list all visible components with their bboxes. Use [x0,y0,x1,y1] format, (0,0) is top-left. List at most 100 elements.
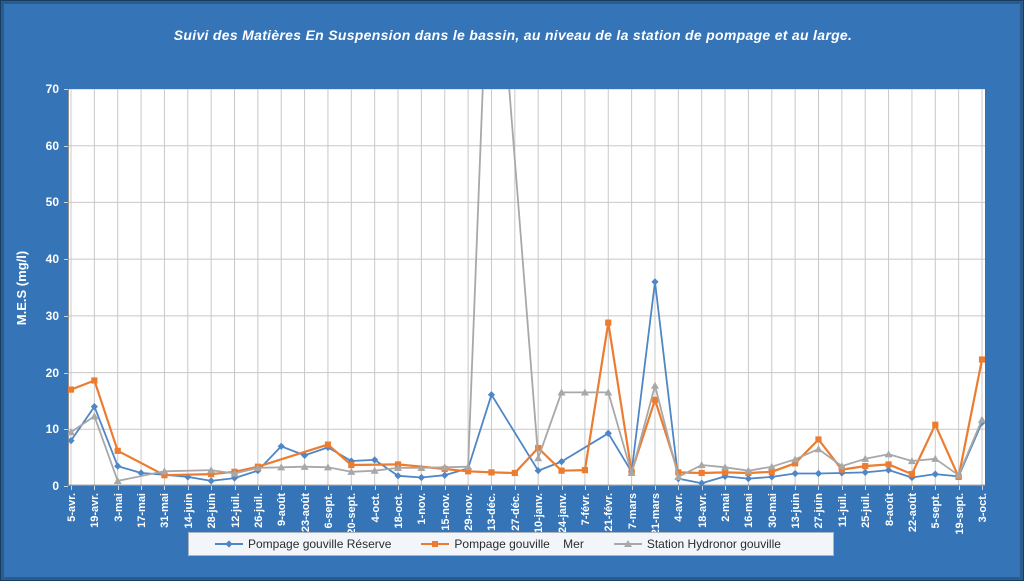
x-tick-label: 20-sept. [346,493,359,535]
y-tick-label: 70 [45,82,59,96]
data-point-marker-triangle [557,388,566,396]
x-tick-label: 19-sept. [953,493,966,535]
data-point-marker-square [511,469,518,477]
data-point-marker-triangle [113,476,122,484]
x-axis-tick [748,486,750,490]
x-tick-label: 13-juin [790,493,803,529]
x-tick-label: 29-nov. [463,493,476,531]
y-axis-tick [64,89,68,90]
x-axis-tick [958,486,960,490]
y-tick-label: 0 [52,479,59,493]
data-point-marker-square [721,469,729,476]
y-tick-label: 40 [45,252,59,267]
data-point-marker-square [488,469,495,476]
x-axis-tick [234,486,236,490]
y-axis-tick [64,259,68,261]
x-tick-label: 9-août [276,493,289,526]
x-axis-tick [141,486,143,490]
legend[interactable]: Pompage gouville Réserve Pompage gouville… [188,532,834,556]
data-point-marker-triangle [370,466,379,474]
x-axis-tick [164,486,166,490]
data-point-marker-triangle [954,471,963,479]
y-tick-label: 10 [45,422,59,437]
x-axis-tick [631,486,633,490]
y-axis-tick [64,202,68,204]
x-tick-label: 15-nov. [439,493,452,531]
data-point-marker-square [978,356,985,363]
x-axis-tick [304,486,306,490]
data-point-marker-diamond [68,437,75,445]
x-tick-label: 22-août [906,493,919,533]
data-point-marker-triangle [394,463,403,471]
legend-item[interactable]: Pompage gouville Mer [421,537,584,551]
data-point-marker-square [885,461,892,468]
data-point-marker-square [348,461,355,469]
legend-triangle-marker-icon [613,540,642,547]
y-tick-label: 60 [45,138,59,153]
data-point-marker-square [68,386,75,393]
legend-item[interactable]: Pompage gouville Réserve [215,537,391,551]
x-tick-label: 23-août [299,493,312,533]
x-tick-label: 31-mai [159,493,172,528]
x-axis-tick [935,486,937,490]
x-axis-tick [865,486,867,490]
data-point-marker-triangle [978,415,985,423]
data-point-marker-triangle [650,381,659,389]
x-axis-tick [911,486,913,490]
data-point-marker-square [558,467,565,474]
x-tick-label: 24-janv. [556,493,569,534]
legend-item[interactable]: Station Hydronor gouville [613,537,781,551]
x-tick-label: 10-janv. [533,493,546,534]
x-axis-tick [701,486,703,490]
x-axis-tick [982,486,983,490]
data-point-marker-square [161,472,168,479]
x-tick-label: 6-sept. [322,493,335,529]
data-point-marker-triangle [300,462,309,470]
x-tick-label: 3-mai [112,493,125,522]
data-point-marker-triangle [674,473,683,481]
data-point-marker-diamond [768,473,776,481]
data-point-marker-diamond [861,468,869,476]
data-point-marker-triangle [160,467,169,475]
data-point-marker-triangle [417,463,426,471]
data-point-marker-square [768,468,775,475]
x-axis-tick [538,486,540,490]
data-point-marker-triangle [861,454,870,462]
x-tick-label: 3-oct. [977,493,989,523]
data-point-marker-triangle [207,466,216,474]
x-tick-label: 13-déc. [486,493,499,531]
y-tick-label: 30 [45,308,59,323]
data-point-marker-diamond [441,471,449,479]
data-point-marker-square [114,447,121,454]
data-point-marker-diamond [838,469,846,477]
x-axis-tick [608,486,610,490]
legend-item-label: Pompage gouville Mer [454,537,584,551]
data-point-marker-triangle [627,469,636,477]
legend-diamond-marker-icon [215,540,243,548]
x-axis-tick [491,486,493,490]
x-tick-label: 4-avr. [673,493,686,522]
x-axis-tick [725,486,727,490]
data-point-marker-square [581,467,588,474]
data-point-marker-triangle [534,454,543,462]
data-point-marker-square [324,441,332,448]
data-point-marker-square [815,436,822,443]
x-axis-tick [818,486,820,490]
x-axis-tick [327,486,329,490]
data-point-marker-diamond [487,391,496,399]
x-tick-label: 27-déc. [509,493,522,531]
data-point-marker-square [605,319,612,326]
data-point-marker-diamond [557,458,566,466]
x-axis-tick [257,486,259,490]
data-point-marker-diamond [721,472,729,480]
y-tick-label: 20 [45,365,59,380]
data-point-marker-triangle [230,469,239,477]
x-axis-tick [187,486,189,490]
x-axis-tick [351,486,353,490]
data-point-marker-diamond [744,475,753,483]
x-tick-label: 21-mars [649,493,662,536]
plot-area[interactable] [68,89,985,486]
x-axis-tick [374,486,376,490]
data-point-marker-diamond [884,466,893,474]
